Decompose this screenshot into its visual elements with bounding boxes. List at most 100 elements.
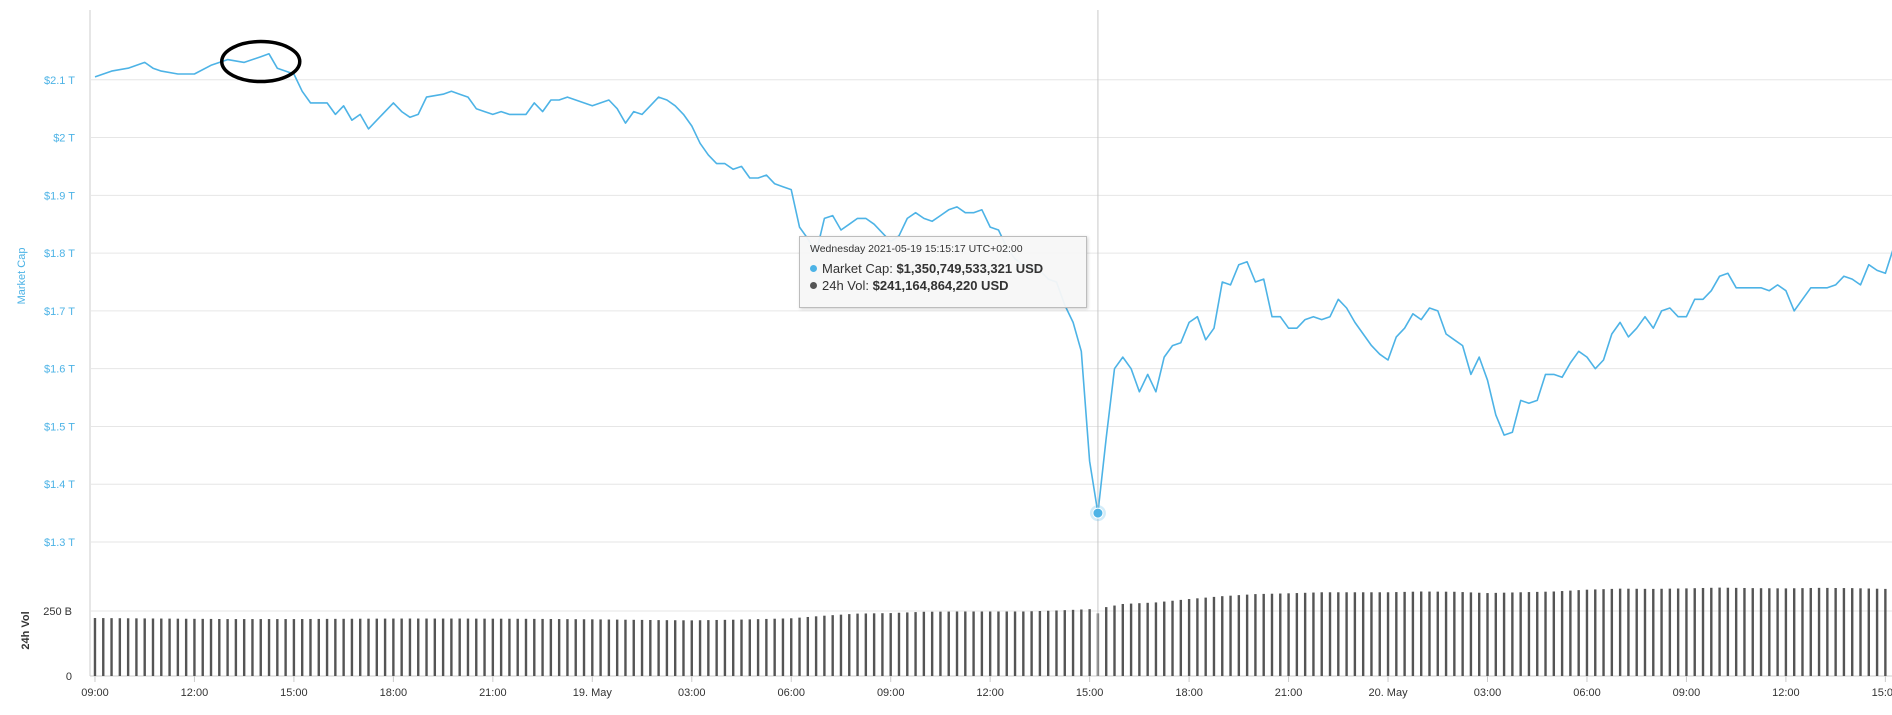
volume-bar [997, 611, 1000, 676]
volume-bar [1071, 609, 1075, 676]
volume-bar [1237, 595, 1241, 676]
volume-bar [1809, 587, 1812, 676]
volume-bar [408, 618, 412, 676]
volume-bar [765, 618, 768, 676]
volume-bar [433, 618, 437, 676]
volume-bar [690, 620, 693, 676]
volume-bar [209, 618, 213, 676]
volume-bar [1196, 598, 1199, 676]
volume-bar [1279, 593, 1282, 676]
volume-bar [798, 617, 801, 676]
volume-bar [1453, 591, 1456, 676]
volume-bar [682, 620, 685, 676]
volume-bar [806, 616, 810, 676]
volume-bar [790, 618, 793, 676]
volume-bar [359, 618, 362, 676]
volume-bar [839, 614, 843, 676]
volume-bar [756, 619, 760, 676]
tooltip-row-market-cap: Market Cap: $1,350,749,533,321 USD [810, 260, 1076, 277]
volume-bar [773, 618, 776, 676]
volume-bar [955, 611, 959, 676]
volume-bar [740, 619, 743, 676]
volume-bar [102, 618, 105, 676]
volume-bar [508, 618, 511, 676]
volume-bar [1768, 588, 1771, 676]
volume-bar [450, 618, 453, 676]
y-tick-label-market-cap: $1.6 T [44, 364, 75, 376]
volume-bar [557, 619, 561, 676]
y-tick-label-volume: 0 [66, 671, 72, 683]
y-tick-label-market-cap: $1.8 T [44, 248, 75, 260]
volume-bar [309, 618, 312, 676]
volume-bar [1005, 611, 1008, 676]
volume-bar [1627, 588, 1630, 676]
volume-bar [1337, 592, 1340, 676]
volume-bar [864, 613, 868, 676]
volume-bar [856, 613, 859, 676]
volume-bars [93, 587, 1887, 676]
volume-bar [1030, 611, 1033, 676]
volume-bar [1842, 588, 1846, 676]
volume-bar [251, 619, 254, 676]
volume-bar [1378, 592, 1381, 676]
volume-bar [1817, 587, 1821, 676]
volume-bar [1461, 592, 1464, 676]
volume-bar [367, 618, 370, 676]
volume-bar [143, 618, 146, 676]
volume-bar [1088, 609, 1091, 676]
volume-bar [1212, 596, 1216, 676]
x-tick-label: 21:00 [1275, 687, 1303, 699]
x-axis: 09:00 12:00 15:00 18:00 21:00 19. May 03:00 06:… [81, 676, 1892, 699]
volume-bar [118, 618, 122, 676]
volume-bar [707, 620, 710, 676]
volume-bar [1295, 593, 1299, 676]
y-axis-title-volume: 24h Vol [20, 611, 32, 649]
x-tick-label: 09:00 [81, 687, 109, 699]
y-tick-label-market-cap: $2.1 T [44, 75, 75, 87]
volume-bar [632, 619, 635, 676]
volume-bar [425, 618, 428, 676]
volume-bar [1585, 589, 1589, 676]
volume-bar [126, 618, 130, 676]
volume-bar [342, 618, 345, 676]
y-axis-title-market-cap: Market Cap [16, 248, 28, 305]
volume-bar [226, 619, 229, 676]
volume-dot-icon [810, 282, 817, 289]
volume-bar [1146, 602, 1149, 676]
volume-bar [375, 618, 378, 676]
volume-bar [1511, 592, 1514, 676]
volume-bar [1734, 587, 1738, 676]
volume-bar [988, 611, 992, 676]
volume-bar [823, 615, 826, 676]
volume-bar [599, 619, 602, 676]
x-tick-label: 12:00 [1772, 687, 1800, 699]
volume-bar [1610, 588, 1614, 676]
volume-bar [1751, 588, 1754, 676]
x-tick-label: 03:00 [1474, 687, 1502, 699]
volume-bar [1685, 588, 1688, 676]
volume-bar [1345, 592, 1348, 676]
volume-bar [1221, 596, 1224, 676]
volume-bar [1544, 591, 1547, 676]
volume-bar [284, 619, 287, 676]
volume-bar [1403, 591, 1406, 676]
volume-bar [881, 613, 884, 676]
tooltip-value-market-cap: $1,350,749,533,321 USD [896, 261, 1044, 276]
volume-bar [1320, 592, 1323, 676]
volume-bar [831, 615, 834, 676]
volume-bar [93, 618, 97, 676]
volume-bar [748, 619, 751, 676]
y-tick-label-market-cap: $1.9 T [44, 190, 75, 202]
grid-layer [89, 10, 1892, 677]
volume-bar [1875, 588, 1879, 676]
x-tick-label: 09:00 [877, 687, 905, 699]
volume-bar [1270, 593, 1274, 676]
volume-bar [889, 613, 892, 676]
volume-bar [1560, 591, 1564, 676]
volume-bar [1013, 611, 1017, 676]
volume-bar [267, 619, 271, 676]
x-tick-label: 12:00 [976, 687, 1004, 699]
tooltip-label-market-cap: Market Cap: [822, 261, 893, 276]
